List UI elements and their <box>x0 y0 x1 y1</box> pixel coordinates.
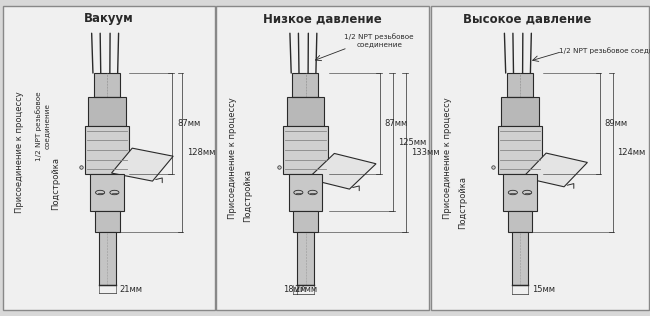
Text: 87мм: 87мм <box>177 119 201 128</box>
Bar <box>503 174 537 211</box>
Polygon shape <box>523 153 588 187</box>
Text: Низкое давление: Низкое давление <box>263 12 382 26</box>
Text: 1/2 NPT резьбовое
соединение: 1/2 NPT резьбовое соединение <box>344 33 414 47</box>
Bar <box>297 232 314 285</box>
Polygon shape <box>307 154 376 189</box>
Text: Присоединение к процессу: Присоединение к процессу <box>15 91 24 213</box>
Text: 125мм: 125мм <box>398 137 426 147</box>
Bar <box>99 232 116 285</box>
Text: 89мм: 89мм <box>604 119 628 128</box>
Text: 87мм: 87мм <box>385 119 408 128</box>
Polygon shape <box>112 148 173 181</box>
Bar <box>431 6 649 310</box>
Text: 133мм: 133мм <box>411 148 439 157</box>
Text: 128мм: 128мм <box>187 148 216 157</box>
Bar <box>3 6 214 310</box>
Bar <box>512 232 528 285</box>
Text: 1/2 NPT резьбовое соединение: 1/2 NPT резьбовое соединение <box>559 47 650 54</box>
Bar <box>287 97 324 126</box>
Text: 15мм: 15мм <box>532 285 554 294</box>
Bar <box>293 211 318 232</box>
Text: Подстройка: Подстройка <box>243 169 252 222</box>
Bar <box>283 126 328 174</box>
Text: 1/2 NPT резьбовое
соединение: 1/2 NPT резьбовое соединение <box>35 92 49 161</box>
Text: Присоединение к процессу: Присоединение к процессу <box>443 97 452 219</box>
Bar <box>507 73 533 97</box>
Text: 27мм: 27мм <box>294 285 317 294</box>
Bar <box>90 174 124 211</box>
Text: 21мм: 21мм <box>119 285 142 294</box>
Bar <box>289 174 322 211</box>
Text: 124мм: 124мм <box>618 148 645 157</box>
Bar <box>94 73 120 97</box>
Text: Подстройка: Подстройка <box>51 157 60 210</box>
Bar <box>95 211 120 232</box>
Bar <box>85 126 129 174</box>
Text: Высокое давление: Высокое давление <box>463 12 591 26</box>
Bar <box>88 97 126 126</box>
Text: Подстройка: Подстройка <box>458 176 467 229</box>
Text: 18мм: 18мм <box>283 285 307 294</box>
Text: Присоединение к процессу: Присоединение к процессу <box>228 97 237 219</box>
Bar <box>498 126 542 174</box>
Bar <box>501 97 539 126</box>
Bar <box>292 73 318 97</box>
Bar <box>508 211 532 232</box>
Text: Вакуум: Вакуум <box>84 12 134 26</box>
Bar <box>216 6 429 310</box>
